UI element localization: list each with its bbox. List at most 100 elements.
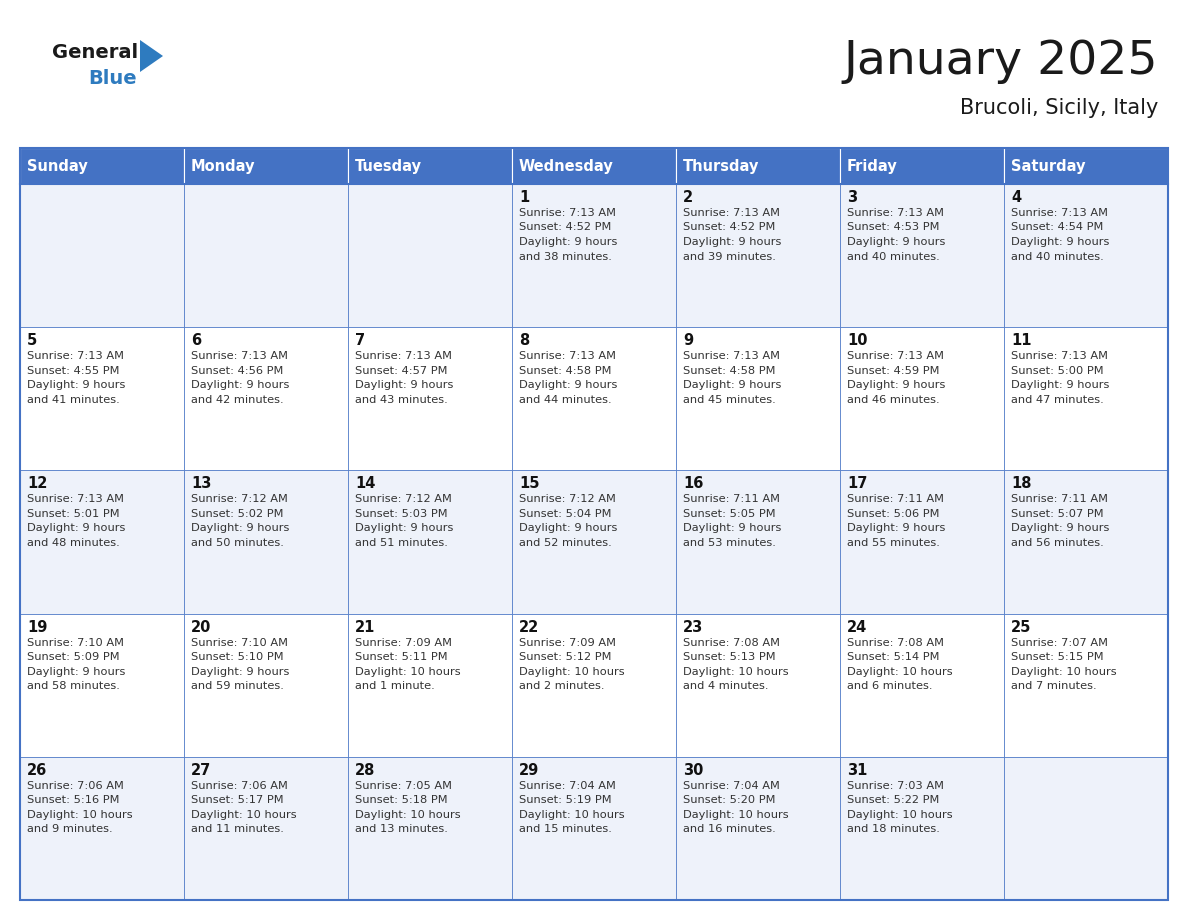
- Text: Sunrise: 7:11 AM: Sunrise: 7:11 AM: [847, 495, 944, 504]
- Text: Sunset: 4:54 PM: Sunset: 4:54 PM: [1011, 222, 1104, 232]
- Text: Sunset: 5:15 PM: Sunset: 5:15 PM: [1011, 652, 1104, 662]
- Text: Sunset: 4:59 PM: Sunset: 4:59 PM: [847, 365, 940, 375]
- Text: Daylight: 10 hours: Daylight: 10 hours: [519, 666, 625, 677]
- Text: 24: 24: [847, 620, 867, 634]
- Bar: [1004, 470, 1168, 613]
- Text: Sunset: 5:12 PM: Sunset: 5:12 PM: [519, 652, 612, 662]
- Text: Sunset: 5:04 PM: Sunset: 5:04 PM: [519, 509, 612, 519]
- Bar: [512, 756, 676, 900]
- Text: 1: 1: [519, 190, 529, 205]
- Bar: [676, 184, 840, 327]
- Text: Sunrise: 7:04 AM: Sunrise: 7:04 AM: [683, 781, 779, 790]
- Bar: [840, 148, 1004, 184]
- Text: 12: 12: [27, 476, 48, 491]
- Text: Thursday: Thursday: [683, 159, 759, 174]
- Text: 27: 27: [191, 763, 211, 778]
- Bar: [348, 184, 512, 327]
- Bar: [1004, 613, 1168, 756]
- Text: Sunrise: 7:13 AM: Sunrise: 7:13 AM: [683, 208, 781, 218]
- Text: 16: 16: [683, 476, 703, 491]
- Text: Sunrise: 7:09 AM: Sunrise: 7:09 AM: [355, 638, 451, 647]
- Text: Sunrise: 7:06 AM: Sunrise: 7:06 AM: [27, 781, 124, 790]
- Bar: [184, 613, 348, 756]
- Text: Sunset: 4:57 PM: Sunset: 4:57 PM: [355, 365, 448, 375]
- Text: Sunset: 5:06 PM: Sunset: 5:06 PM: [847, 509, 940, 519]
- Text: Sunrise: 7:12 AM: Sunrise: 7:12 AM: [355, 495, 451, 504]
- Text: and 15 minutes.: and 15 minutes.: [519, 824, 612, 834]
- Text: and 46 minutes.: and 46 minutes.: [847, 395, 940, 405]
- Text: Daylight: 10 hours: Daylight: 10 hours: [1011, 666, 1117, 677]
- Bar: [184, 327, 348, 470]
- Bar: [20, 756, 184, 900]
- Text: Sunrise: 7:12 AM: Sunrise: 7:12 AM: [519, 495, 615, 504]
- Bar: [184, 148, 348, 184]
- Bar: [676, 756, 840, 900]
- Text: and 45 minutes.: and 45 minutes.: [683, 395, 776, 405]
- Text: Daylight: 10 hours: Daylight: 10 hours: [519, 810, 625, 820]
- Text: Sunrise: 7:10 AM: Sunrise: 7:10 AM: [27, 638, 124, 647]
- Text: Sunset: 4:52 PM: Sunset: 4:52 PM: [683, 222, 776, 232]
- Bar: [1004, 756, 1168, 900]
- Text: Sunrise: 7:13 AM: Sunrise: 7:13 AM: [27, 352, 124, 361]
- Text: Sunset: 5:05 PM: Sunset: 5:05 PM: [683, 509, 776, 519]
- Text: 11: 11: [1011, 333, 1031, 348]
- Text: Sunset: 5:22 PM: Sunset: 5:22 PM: [847, 795, 940, 805]
- Text: Blue: Blue: [88, 69, 137, 87]
- Text: Sunset: 5:18 PM: Sunset: 5:18 PM: [355, 795, 448, 805]
- Text: and 41 minutes.: and 41 minutes.: [27, 395, 120, 405]
- Bar: [676, 327, 840, 470]
- Text: 5: 5: [27, 333, 37, 348]
- Text: Daylight: 10 hours: Daylight: 10 hours: [847, 666, 953, 677]
- Bar: [676, 470, 840, 613]
- Bar: [1004, 184, 1168, 327]
- Text: Sunrise: 7:05 AM: Sunrise: 7:05 AM: [355, 781, 451, 790]
- Text: Daylight: 9 hours: Daylight: 9 hours: [519, 523, 618, 533]
- Text: 31: 31: [847, 763, 867, 778]
- Text: Sunset: 4:53 PM: Sunset: 4:53 PM: [847, 222, 940, 232]
- Text: Daylight: 9 hours: Daylight: 9 hours: [191, 380, 290, 390]
- Bar: [512, 470, 676, 613]
- Text: Sunset: 5:09 PM: Sunset: 5:09 PM: [27, 652, 120, 662]
- Text: and 44 minutes.: and 44 minutes.: [519, 395, 612, 405]
- Text: Sunset: 5:16 PM: Sunset: 5:16 PM: [27, 795, 120, 805]
- Text: Daylight: 9 hours: Daylight: 9 hours: [27, 523, 126, 533]
- Text: 29: 29: [519, 763, 539, 778]
- Text: Sunrise: 7:12 AM: Sunrise: 7:12 AM: [191, 495, 287, 504]
- Text: Sunset: 4:58 PM: Sunset: 4:58 PM: [519, 365, 612, 375]
- Text: Sunset: 4:56 PM: Sunset: 4:56 PM: [191, 365, 284, 375]
- Bar: [348, 470, 512, 613]
- Bar: [20, 184, 184, 327]
- Text: Sunset: 5:00 PM: Sunset: 5:00 PM: [1011, 365, 1104, 375]
- Text: 19: 19: [27, 620, 48, 634]
- Text: Sunset: 5:17 PM: Sunset: 5:17 PM: [191, 795, 284, 805]
- Text: 22: 22: [519, 620, 539, 634]
- Text: Sunrise: 7:07 AM: Sunrise: 7:07 AM: [1011, 638, 1108, 647]
- Bar: [676, 148, 840, 184]
- Text: 26: 26: [27, 763, 48, 778]
- Text: Daylight: 9 hours: Daylight: 9 hours: [355, 523, 454, 533]
- Text: Sunrise: 7:13 AM: Sunrise: 7:13 AM: [1011, 352, 1108, 361]
- Text: 20: 20: [191, 620, 211, 634]
- Text: and 59 minutes.: and 59 minutes.: [191, 681, 284, 691]
- Text: Sunset: 4:52 PM: Sunset: 4:52 PM: [519, 222, 612, 232]
- Text: Sunset: 4:55 PM: Sunset: 4:55 PM: [27, 365, 120, 375]
- Text: 4: 4: [1011, 190, 1022, 205]
- Text: and 6 minutes.: and 6 minutes.: [847, 681, 933, 691]
- Bar: [348, 613, 512, 756]
- Text: Sunset: 5:10 PM: Sunset: 5:10 PM: [191, 652, 284, 662]
- Bar: [20, 327, 184, 470]
- Text: Daylight: 9 hours: Daylight: 9 hours: [847, 380, 946, 390]
- Text: Daylight: 9 hours: Daylight: 9 hours: [847, 523, 946, 533]
- Bar: [840, 756, 1004, 900]
- Bar: [1004, 148, 1168, 184]
- Text: Saturday: Saturday: [1011, 159, 1086, 174]
- Text: Monday: Monday: [191, 159, 255, 174]
- Text: Sunset: 5:02 PM: Sunset: 5:02 PM: [191, 509, 284, 519]
- Text: 23: 23: [683, 620, 703, 634]
- Bar: [512, 184, 676, 327]
- Text: Sunrise: 7:09 AM: Sunrise: 7:09 AM: [519, 638, 617, 647]
- Text: 18: 18: [1011, 476, 1031, 491]
- Bar: [840, 613, 1004, 756]
- Text: 25: 25: [1011, 620, 1031, 634]
- Text: Sunrise: 7:10 AM: Sunrise: 7:10 AM: [191, 638, 287, 647]
